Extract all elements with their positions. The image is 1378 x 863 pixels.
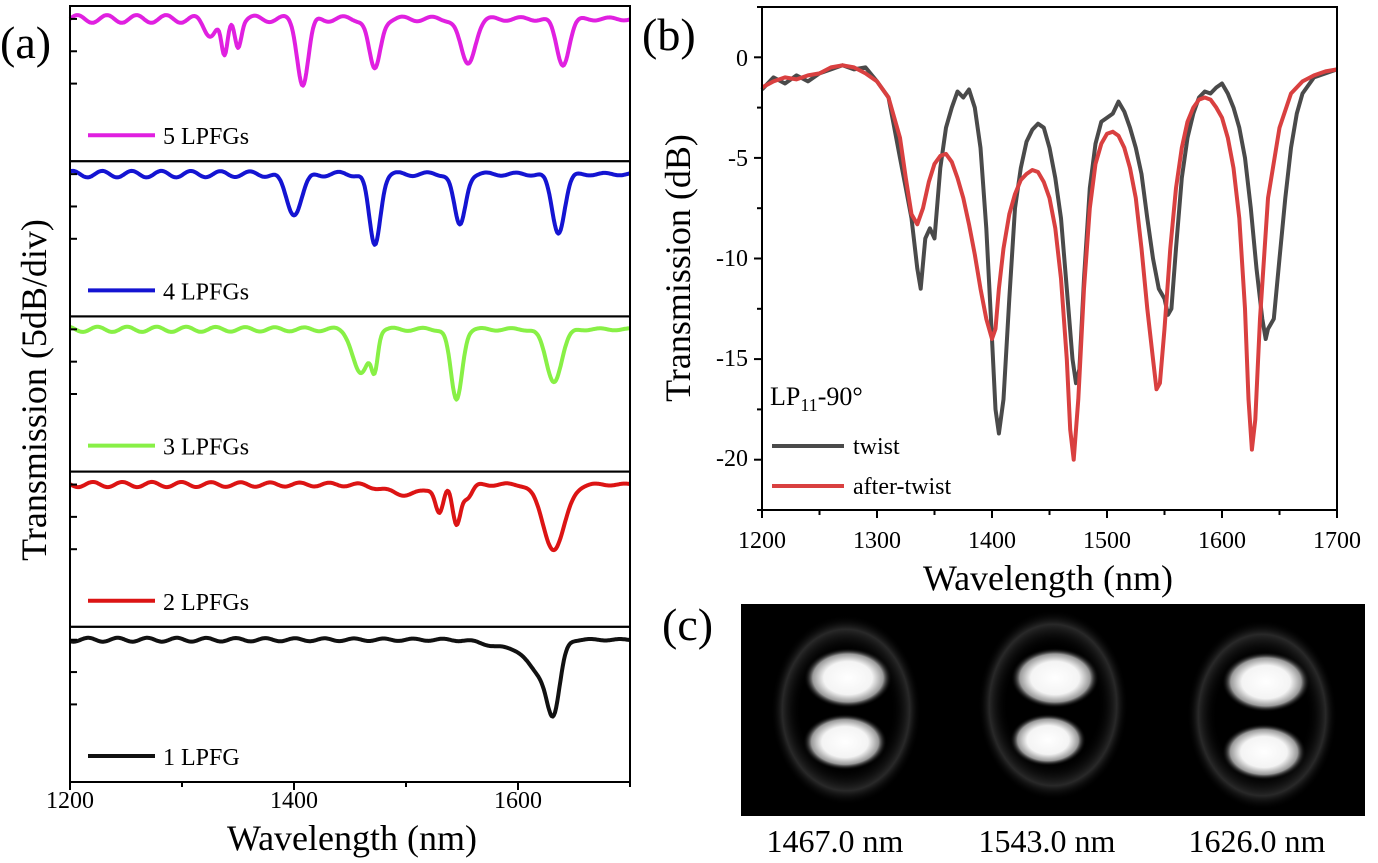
panel-b-x-tick-1300: 1300 [853, 528, 901, 554]
panel-b-x-axis-title: Wavelength (nm) [923, 558, 1173, 598]
panel-b-label: (b) [642, 9, 696, 60]
panel-a-series-4 [69, 479, 631, 553]
panel-b-x-tick-1700: 1700 [1313, 528, 1361, 554]
panel-a-legend-label-1: 5 LPFGs [163, 124, 249, 150]
mode-image-1 [771, 615, 921, 805]
mode-image-3-lower-lobe [1222, 724, 1306, 780]
panel-b-chart [754, 6, 1338, 518]
panel-a-x-tick-1200: 1200 [46, 788, 94, 814]
mode-image-3-upper-lobe [1222, 652, 1310, 712]
mode-image-1-lower-lobe [803, 714, 887, 770]
panel-a-series-2 [69, 168, 631, 247]
legend-label-after-twist: after-twist [853, 474, 951, 500]
mode-image-2-lower-lobe [1010, 714, 1086, 766]
mode-image-2 [978, 610, 1128, 800]
panel-b-y-tick-0: 0 [736, 46, 748, 72]
panel-a-chart: 5 LPFGs 4 LPFGs 3 LPFGs 2 LPFGs 1 LPFG [68, 5, 631, 790]
mode-sub: 11 [800, 395, 817, 415]
panel-a-series-1 [68, 13, 631, 88]
panel-b-y-tick-minus15: -15 [716, 346, 748, 372]
panel-b-series-twist [760, 63, 1338, 436]
panel-b-y-tick-minus10: -10 [716, 246, 748, 272]
panel-a-legend-label-3: 3 LPFGs [163, 435, 249, 461]
panel-b-y-tick-minus20: -20 [716, 446, 748, 472]
panel-a-legend-label-2: 4 LPFGs [163, 279, 249, 305]
panel-b-x-tick-1200: 1200 [738, 528, 786, 554]
panel-a-x-tick-1400: 1400 [270, 788, 318, 814]
mode-image-2-upper-lobe [1011, 648, 1099, 708]
mode-image-1-caption: 1467.0 nm [767, 823, 904, 859]
panel-b-x-tick-1500: 1500 [1083, 528, 1131, 554]
panel-a-label: (a) [0, 17, 51, 68]
panel-c-label: (c) [662, 599, 713, 650]
mode-image-1-halo [771, 615, 921, 805]
panel-b-y-axis-title: Transmission (dB) [658, 134, 698, 402]
mode-main: LP [770, 382, 800, 411]
panel-a-subpanel-frame-3 [69, 315, 631, 473]
panel-b-x-tick-1600: 1600 [1198, 528, 1246, 554]
panel-a-series-5 [69, 635, 631, 719]
panel-b-y-tick-minus5: -5 [728, 146, 748, 172]
mode-image-2-caption: 1543.0 nm [979, 823, 1116, 859]
mode-image-3 [1187, 620, 1337, 810]
panel-a-legend-label-4: 2 LPFGs [163, 590, 249, 616]
panel-a-subpanel-frame-4 [69, 470, 631, 628]
panel-b-x-tick-1400: 1400 [968, 528, 1016, 554]
panel-a-legend-label-5: 1 LPFG [163, 745, 240, 771]
panel-b-series-after-twist [761, 63, 1338, 462]
panel-a-x-axis-title: Wavelength (nm) [227, 818, 477, 858]
mode-suffix: -90° [818, 382, 863, 411]
mode-image-3-halo [1187, 620, 1337, 810]
panel-a-series-3 [69, 324, 631, 402]
panel-b-annotation-mode: LP11-90° [770, 382, 863, 415]
panel-a-x-tick-1600: 1600 [494, 788, 542, 814]
panel-a-subpanel-frame-1 [69, 5, 631, 163]
mode-image-3-caption: 1626.0 nm [1189, 823, 1326, 859]
panel-a-y-axis-title: Transmission (5dB/div) [14, 219, 54, 561]
mode-image-1-upper-lobe [804, 648, 892, 708]
legend-label-twist: twist [853, 434, 900, 460]
